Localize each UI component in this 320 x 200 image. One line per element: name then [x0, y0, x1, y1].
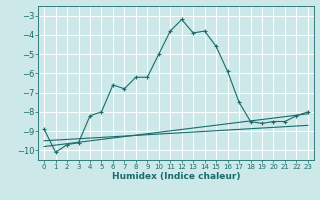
- X-axis label: Humidex (Indice chaleur): Humidex (Indice chaleur): [112, 172, 240, 181]
